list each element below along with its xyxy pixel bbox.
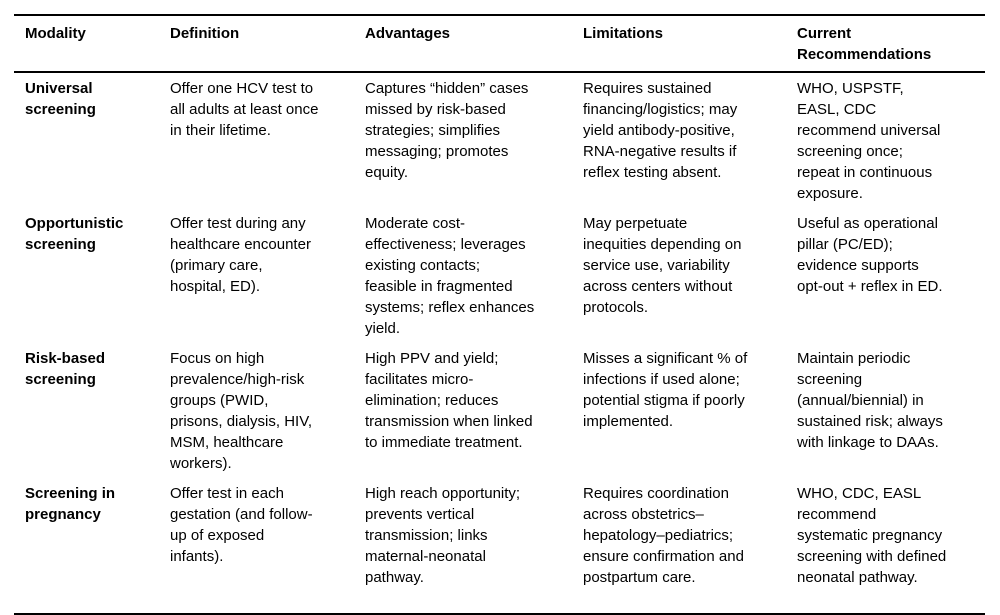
column-header-limitations: Limitations bbox=[583, 25, 664, 42]
column-header-definition: Definition bbox=[170, 25, 240, 42]
table-row-screening-in-pregnancy: Screening in pregnancy Offer test in eac… bbox=[14, 478, 985, 614]
table-row-universal-screening: Universal screening Offer one HCV test t… bbox=[14, 72, 985, 208]
table-header: Modality Definition Advantages Limitatio… bbox=[14, 15, 985, 72]
cell-definition: Offer one HCV test to all adults at leas… bbox=[170, 80, 319, 139]
table-row-risk-based-screening: Risk-based screening Focus on high preva… bbox=[14, 343, 985, 478]
cell-modality: Universal screening bbox=[25, 80, 96, 118]
cell-recommendations: Useful as operational pillar (PC/ED); ev… bbox=[797, 215, 943, 295]
cell-limitations: Requires coordination across obstetrics–… bbox=[583, 485, 744, 586]
header-row: Modality Definition Advantages Limitatio… bbox=[14, 15, 985, 72]
cell-recommendations: WHO, CDC, EASL recommend systematic preg… bbox=[797, 485, 947, 586]
table-row-opportunistic-screening: Opportunistic screening Offer test durin… bbox=[14, 208, 985, 343]
cell-advantages: High reach opportunity; prevents vertica… bbox=[365, 485, 521, 586]
screening-modalities-table-container: Modality Definition Advantages Limitatio… bbox=[14, 14, 985, 615]
cell-definition: Offer test during any healthcare encount… bbox=[170, 215, 311, 295]
cell-advantages: Moderate cost-effectiveness; leverages e… bbox=[365, 215, 535, 337]
cell-definition: Offer test in each gestation (and follow… bbox=[170, 485, 313, 565]
cell-recommendations: Maintain periodic screening (annual/bien… bbox=[797, 350, 943, 451]
cell-modality: Opportunistic screening bbox=[25, 215, 124, 253]
cell-definition: Focus on high prevalence/high-risk group… bbox=[170, 350, 313, 472]
screening-modalities-table: Modality Definition Advantages Limitatio… bbox=[14, 14, 985, 615]
column-header-modality: Modality bbox=[25, 25, 86, 42]
cell-advantages: Captures “hidden” cases missed by risk-b… bbox=[365, 80, 529, 181]
cell-advantages: High PPV and yield; facilitates micro-el… bbox=[365, 350, 533, 451]
cell-limitations: Requires sustained financing/logistics; … bbox=[583, 80, 738, 181]
column-header-current-recommendations: Current Recommendations bbox=[797, 25, 932, 63]
cell-limitations: Misses a significant % of infections if … bbox=[583, 350, 748, 430]
cell-modality: Screening in pregnancy bbox=[25, 485, 116, 523]
cell-recommendations: WHO, USPSTF, EASL, CDC recommend univers… bbox=[797, 80, 941, 202]
cell-limitations: May perpetuate inequities depending on s… bbox=[583, 215, 742, 316]
table-body: Universal screening Offer one HCV test t… bbox=[14, 72, 985, 614]
column-header-advantages: Advantages bbox=[365, 25, 451, 42]
cell-modality: Risk-based screening bbox=[25, 350, 106, 388]
